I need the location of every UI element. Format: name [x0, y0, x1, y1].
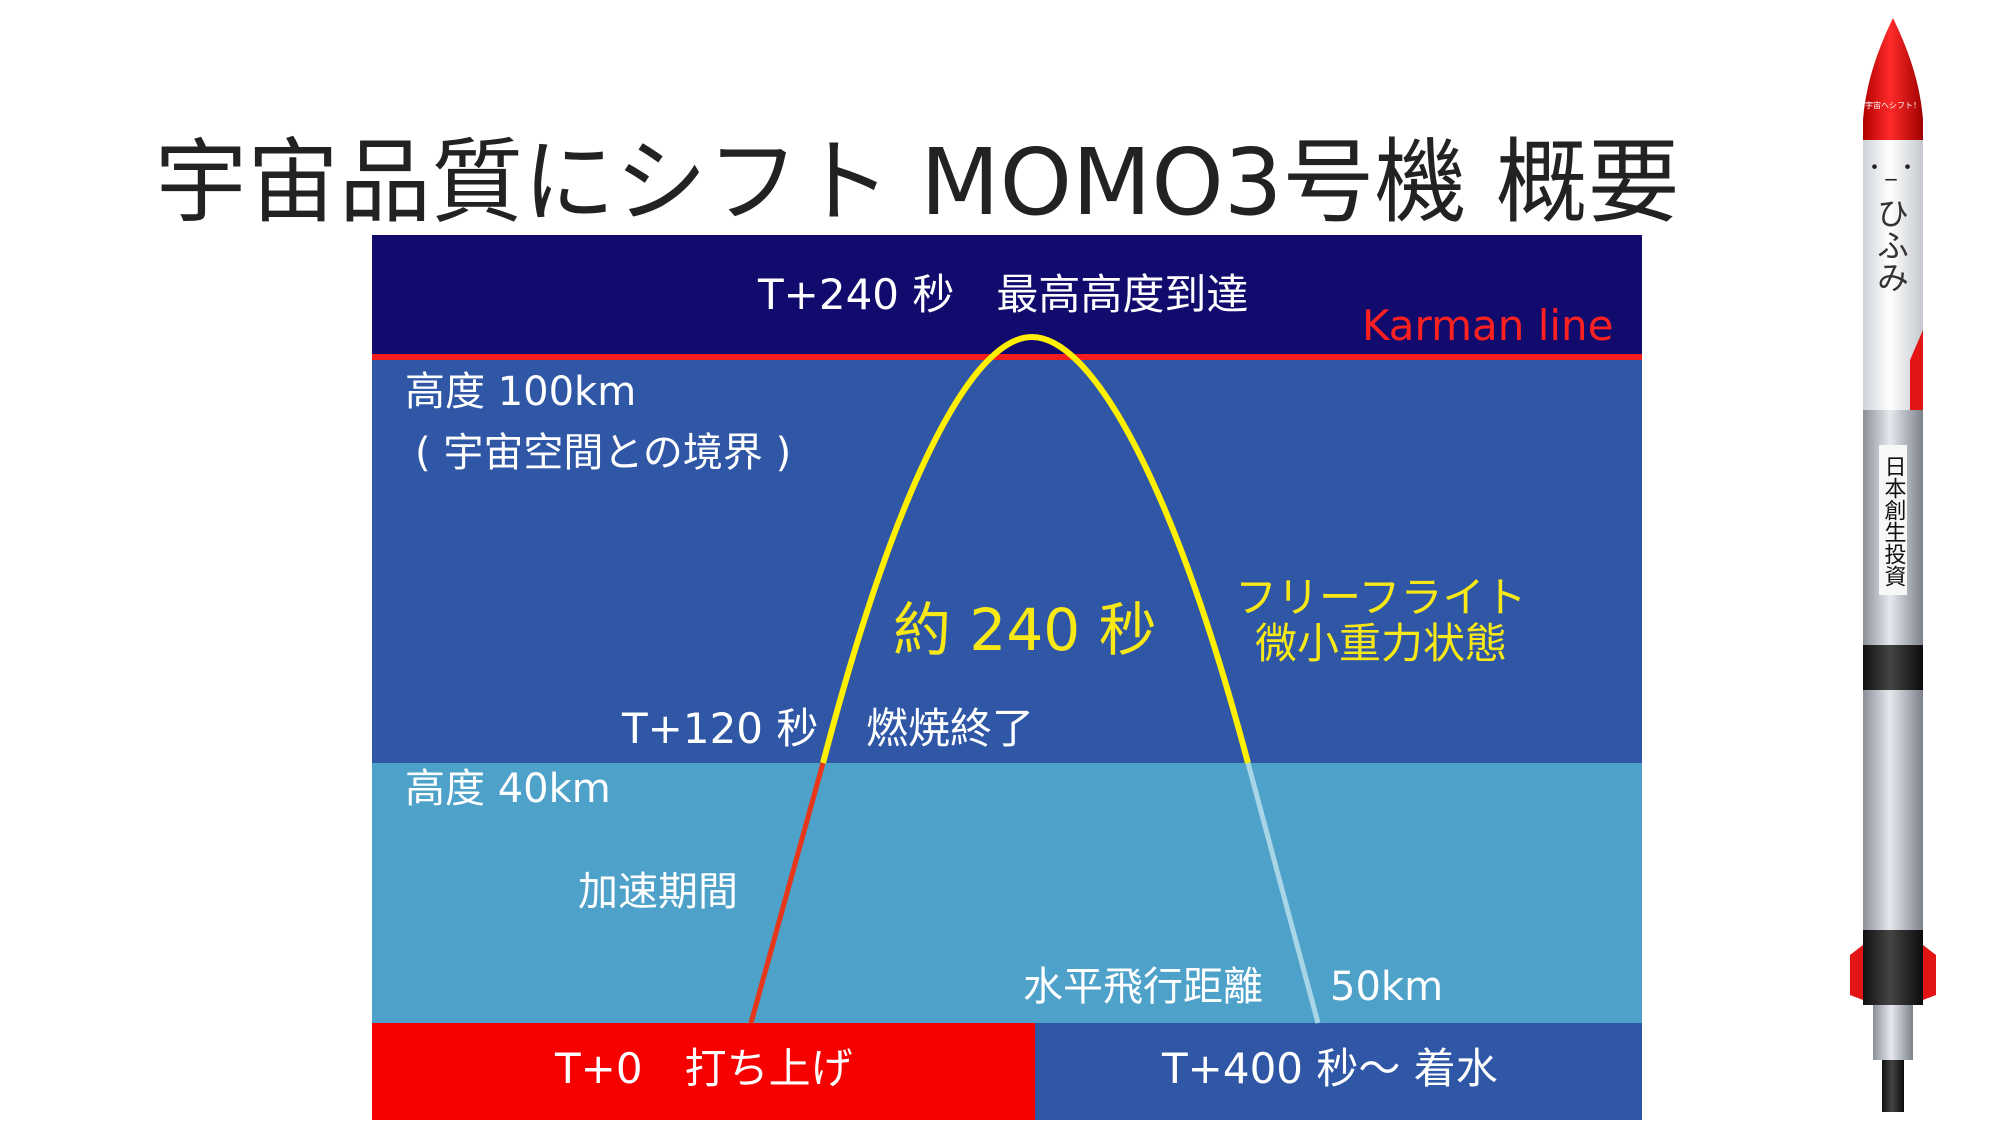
rocket-nose-cone — [1863, 18, 1923, 140]
rocket-face: ・_・ — [1863, 156, 1918, 181]
launch-label: T+0 打ち上げ — [554, 1044, 853, 1093]
upper-atmosphere-band — [372, 356, 1642, 763]
space-band — [372, 235, 1642, 356]
freeflight-duration-label: 約 240 秒 — [893, 596, 1157, 664]
rocket-nose-text: 宇宙へシフト！ — [1865, 100, 1921, 110]
apogee-label: T+240 秒 最高高度到達 — [757, 270, 1248, 319]
rocket-dark-band-upper — [1863, 645, 1923, 690]
freeflight-trajectory — [820, 333, 1251, 764]
page-title: 宇宙品質にシフト MOMO3号機 概要 — [155, 129, 1680, 236]
rocket-sponsor-text: 日本創生投資 — [1881, 455, 1907, 587]
burnout-time-label: T+120 秒 — [621, 704, 818, 753]
splashdown-zone — [1035, 1023, 1642, 1120]
lower-atmosphere-band — [372, 763, 1642, 1023]
rocket-tail-band — [1863, 930, 1923, 1005]
splashdown-label: T+400 秒〜 着水 — [1161, 1044, 1498, 1093]
rocket-fin-left — [1850, 945, 1863, 1000]
burnout-label: 燃焼終了 — [866, 704, 1034, 753]
rocket-nozzle — [1882, 1060, 1904, 1112]
horizontal-distance-label: 水平飛行距離 — [1023, 964, 1263, 1010]
launch-zone — [372, 1023, 1035, 1120]
altitude-100km-label: 高度 100km — [405, 369, 636, 415]
rocket-lower-body — [1863, 690, 1923, 930]
acceleration-label: 加速期間 — [578, 869, 738, 915]
rocket-illustration: 宇宙へシフト！ ・_・ ひふみ 日本創生投資 — [1850, 18, 1936, 1112]
altitude-40km-label: 高度 40km — [405, 766, 611, 812]
rocket-name: ひふみ — [1872, 197, 1910, 293]
descent-trajectory — [1245, 762, 1321, 1024]
rocket-sponsor-panel — [1879, 445, 1907, 595]
horizontal-distance-value: 50km — [1330, 964, 1443, 1010]
rocket-nozzle-section — [1873, 1005, 1913, 1060]
karman-line — [372, 354, 1642, 360]
freeflight-label: フリーフライト — [1235, 573, 1526, 622]
powered-ascent-trajectory — [748, 762, 826, 1024]
karman-line-label: Karman line — [1362, 301, 1614, 350]
altitude-100km-note: ( 宇宙空間との境界 ) — [415, 430, 791, 476]
rocket-red-accent — [1910, 330, 1923, 410]
microgravity-label: 微小重力状態 — [1255, 619, 1507, 668]
rocket-fin-right — [1923, 945, 1936, 1000]
